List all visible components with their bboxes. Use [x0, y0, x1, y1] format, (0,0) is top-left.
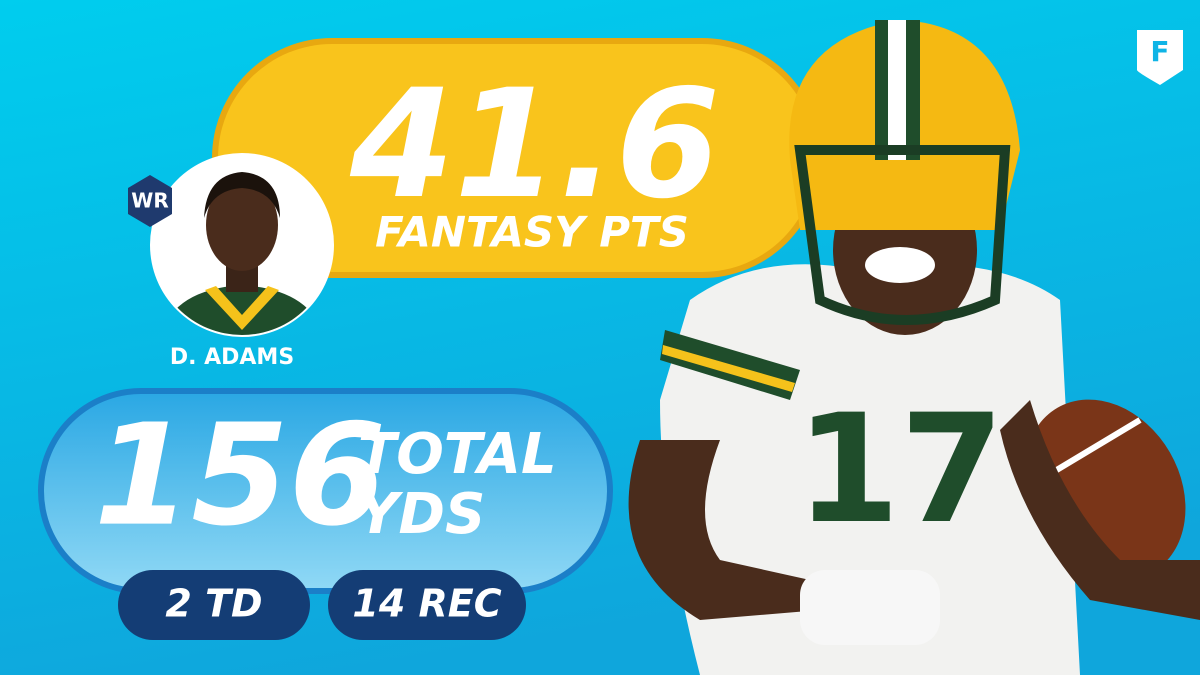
headline-value: 41.6	[349, 58, 720, 232]
yards-value: 156	[94, 395, 386, 558]
position-badge	[128, 175, 172, 227]
headline-label: FANTASY PTS	[375, 208, 689, 257]
headline-pill	[218, 44, 816, 272]
stat-pill	[328, 570, 526, 640]
yards-label-top: TOTAL	[358, 422, 557, 487]
player-photo: 17	[628, 20, 1200, 675]
stat: 14 REC	[352, 582, 501, 626]
player-name: D. ADAMS	[170, 345, 294, 370]
yards-label-bottom: YDS	[358, 482, 485, 547]
position: WR	[131, 189, 168, 213]
logo: F	[1150, 35, 1169, 68]
headshot	[160, 172, 324, 335]
logo-badge	[1137, 30, 1183, 85]
yards-pill	[44, 394, 607, 588]
stat: 2 TD	[165, 582, 262, 626]
stat-pill	[118, 570, 310, 640]
jersey-number-art: 17	[796, 383, 1005, 557]
